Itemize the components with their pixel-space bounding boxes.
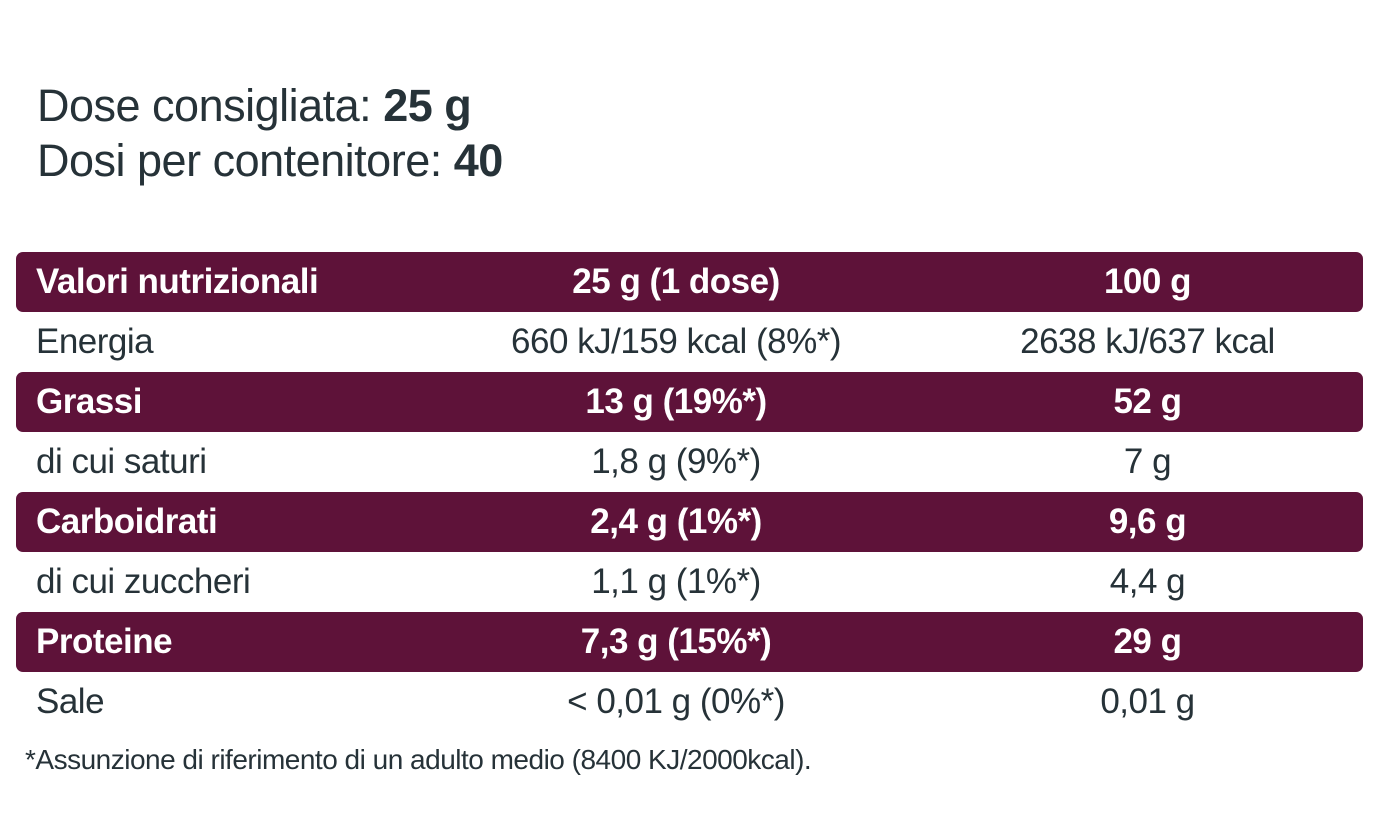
nutrient-name: di cui zuccheri bbox=[36, 562, 251, 601]
nutrient-name: di cui saturi bbox=[36, 442, 207, 481]
recommended-dose-value: 25 g bbox=[383, 80, 472, 131]
value-per-dose: 7,3 g (15%*) bbox=[580, 622, 772, 661]
header-col-per-dose: 25 g (1 dose) bbox=[572, 262, 780, 301]
value-per-dose: 1,8 g (9%*) bbox=[591, 442, 761, 481]
value-per-dose: 13 g (19%*) bbox=[585, 382, 767, 421]
value-per-100g: 52 g bbox=[1113, 382, 1182, 421]
value-per-dose: 1,1 g (1%*) bbox=[591, 562, 761, 601]
table-row: Energia 660 kJ/159 kcal (8%*) 2638 kJ/637 … bbox=[16, 312, 1363, 372]
value-per-100g: 9,6 g bbox=[1108, 502, 1187, 541]
value-per-100g: 7 g bbox=[1123, 442, 1172, 481]
nutrient-name: Grassi bbox=[36, 382, 142, 421]
value-per-dose: 2,4 g (1%*) bbox=[590, 502, 762, 541]
table-row: Proteine 7,3 g (15%*) 29 g bbox=[16, 612, 1363, 672]
value-per-dose: < 0,01 g (0%*) bbox=[567, 682, 785, 721]
nutrient-name: Energia bbox=[36, 322, 154, 361]
table-row: Carboidrati 2,4 g (1%*) 9,6 g bbox=[16, 492, 1363, 552]
nutrient-name: Proteine bbox=[36, 622, 173, 661]
table-header-row: Valori nutrizionali 25 g (1 dose) 100 g bbox=[16, 252, 1363, 312]
reference-intake-footnote: *Assunzione di riferimento di un adulto … bbox=[25, 744, 812, 775]
header-col-per-100g: 100 g bbox=[1103, 262, 1192, 301]
table-row: di cui saturi 1,8 g (9%*) 7 g bbox=[16, 432, 1363, 492]
value-per-100g: 29 g bbox=[1113, 622, 1182, 661]
table-rows: Energia 660 kJ/159 kcal (8%*) 2638 kJ/637 … bbox=[16, 312, 1363, 732]
recommended-dose-line: Dose consigliata: 25 g bbox=[37, 78, 503, 133]
header-col-nutrient: Valori nutrizionali bbox=[36, 262, 319, 301]
table-row: di cui zuccheri 1,1 g (1%*) 4,4 g bbox=[16, 552, 1363, 612]
value-per-100g: 2638 kJ/637 kcal bbox=[1020, 322, 1275, 361]
servings-per-container-label: Dosi per contenitore: bbox=[37, 135, 454, 186]
nutrient-name: Sale bbox=[36, 682, 105, 721]
nutrition-table: Valori nutrizionali 25 g (1 dose) 100 g … bbox=[16, 252, 1363, 732]
nutrient-name: Carboidrati bbox=[36, 502, 218, 541]
value-per-dose: 660 kJ/159 kcal (8%*) bbox=[511, 322, 841, 361]
serving-info: Dose consigliata: 25 g Dosi per contenit… bbox=[37, 78, 503, 188]
servings-per-container-line: Dosi per contenitore: 40 bbox=[37, 133, 503, 188]
table-row: Grassi 13 g (19%*) 52 g bbox=[16, 372, 1363, 432]
value-per-100g: 0,01 g bbox=[1100, 682, 1195, 721]
recommended-dose-label: Dose consigliata: bbox=[37, 80, 384, 131]
servings-per-container-value: 40 bbox=[453, 135, 504, 186]
value-per-100g: 4,4 g bbox=[1109, 562, 1186, 601]
table-row: Sale < 0,01 g (0%*) 0,01 g bbox=[16, 672, 1363, 732]
